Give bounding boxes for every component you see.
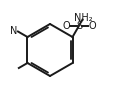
Text: O: O (62, 21, 69, 31)
Text: O: O (88, 21, 95, 31)
Text: NH₂: NH₂ (74, 13, 92, 23)
Text: S: S (75, 21, 81, 31)
Text: N: N (10, 27, 17, 36)
